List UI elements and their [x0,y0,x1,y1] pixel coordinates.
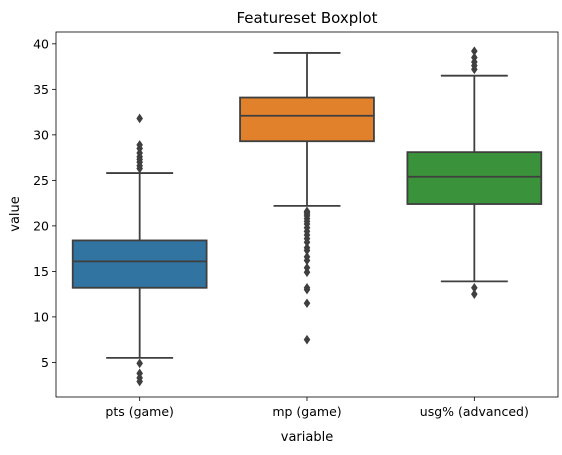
box-group [406,46,543,299]
y-axis-ticks: 5 10 15 20 25 30 35 40 [33,36,56,370]
outlier-point [303,252,311,262]
outlier-point [303,242,311,253]
y-tick-label: 10 [33,309,49,324]
y-tick-label: 30 [33,127,49,142]
y-tick-label: 20 [33,218,49,233]
y-tick-label: 40 [33,36,49,51]
boxes-layer [71,46,543,387]
outlier-point [136,140,143,150]
box-group [71,113,208,387]
x-tick-label: pts (game) [105,404,174,419]
x-axis-title: variable [281,430,333,445]
outlier-point [136,368,143,379]
y-tick-label: 25 [33,173,49,188]
outlier-point [471,52,478,63]
x-tick-label: usg% (advanced) [420,404,529,419]
chart-title: Featureset Boxplot [236,9,377,27]
x-tick-label: mp (game) [272,404,341,419]
box-iqr [406,151,543,205]
y-tick-label: 5 [41,355,49,370]
outlier-point [303,206,311,217]
y-tick-label: 35 [33,82,49,97]
y-tick-label: 15 [33,264,49,279]
outlier-point [303,334,311,345]
outlier-point [471,289,478,299]
outlier-point [136,113,143,124]
outlier-point [303,282,311,293]
outlier-point [303,298,311,309]
y-axis-title: value [8,196,23,232]
x-axis-ticks: pts (game) mp (game) usg% (advanced) [105,397,529,419]
outlier-point [303,262,311,273]
outlier-point [471,282,478,293]
outlier-point [136,358,143,369]
box-iqr [239,96,375,143]
box-iqr [71,239,208,289]
outlier-point [471,46,478,56]
box-group [239,52,375,345]
